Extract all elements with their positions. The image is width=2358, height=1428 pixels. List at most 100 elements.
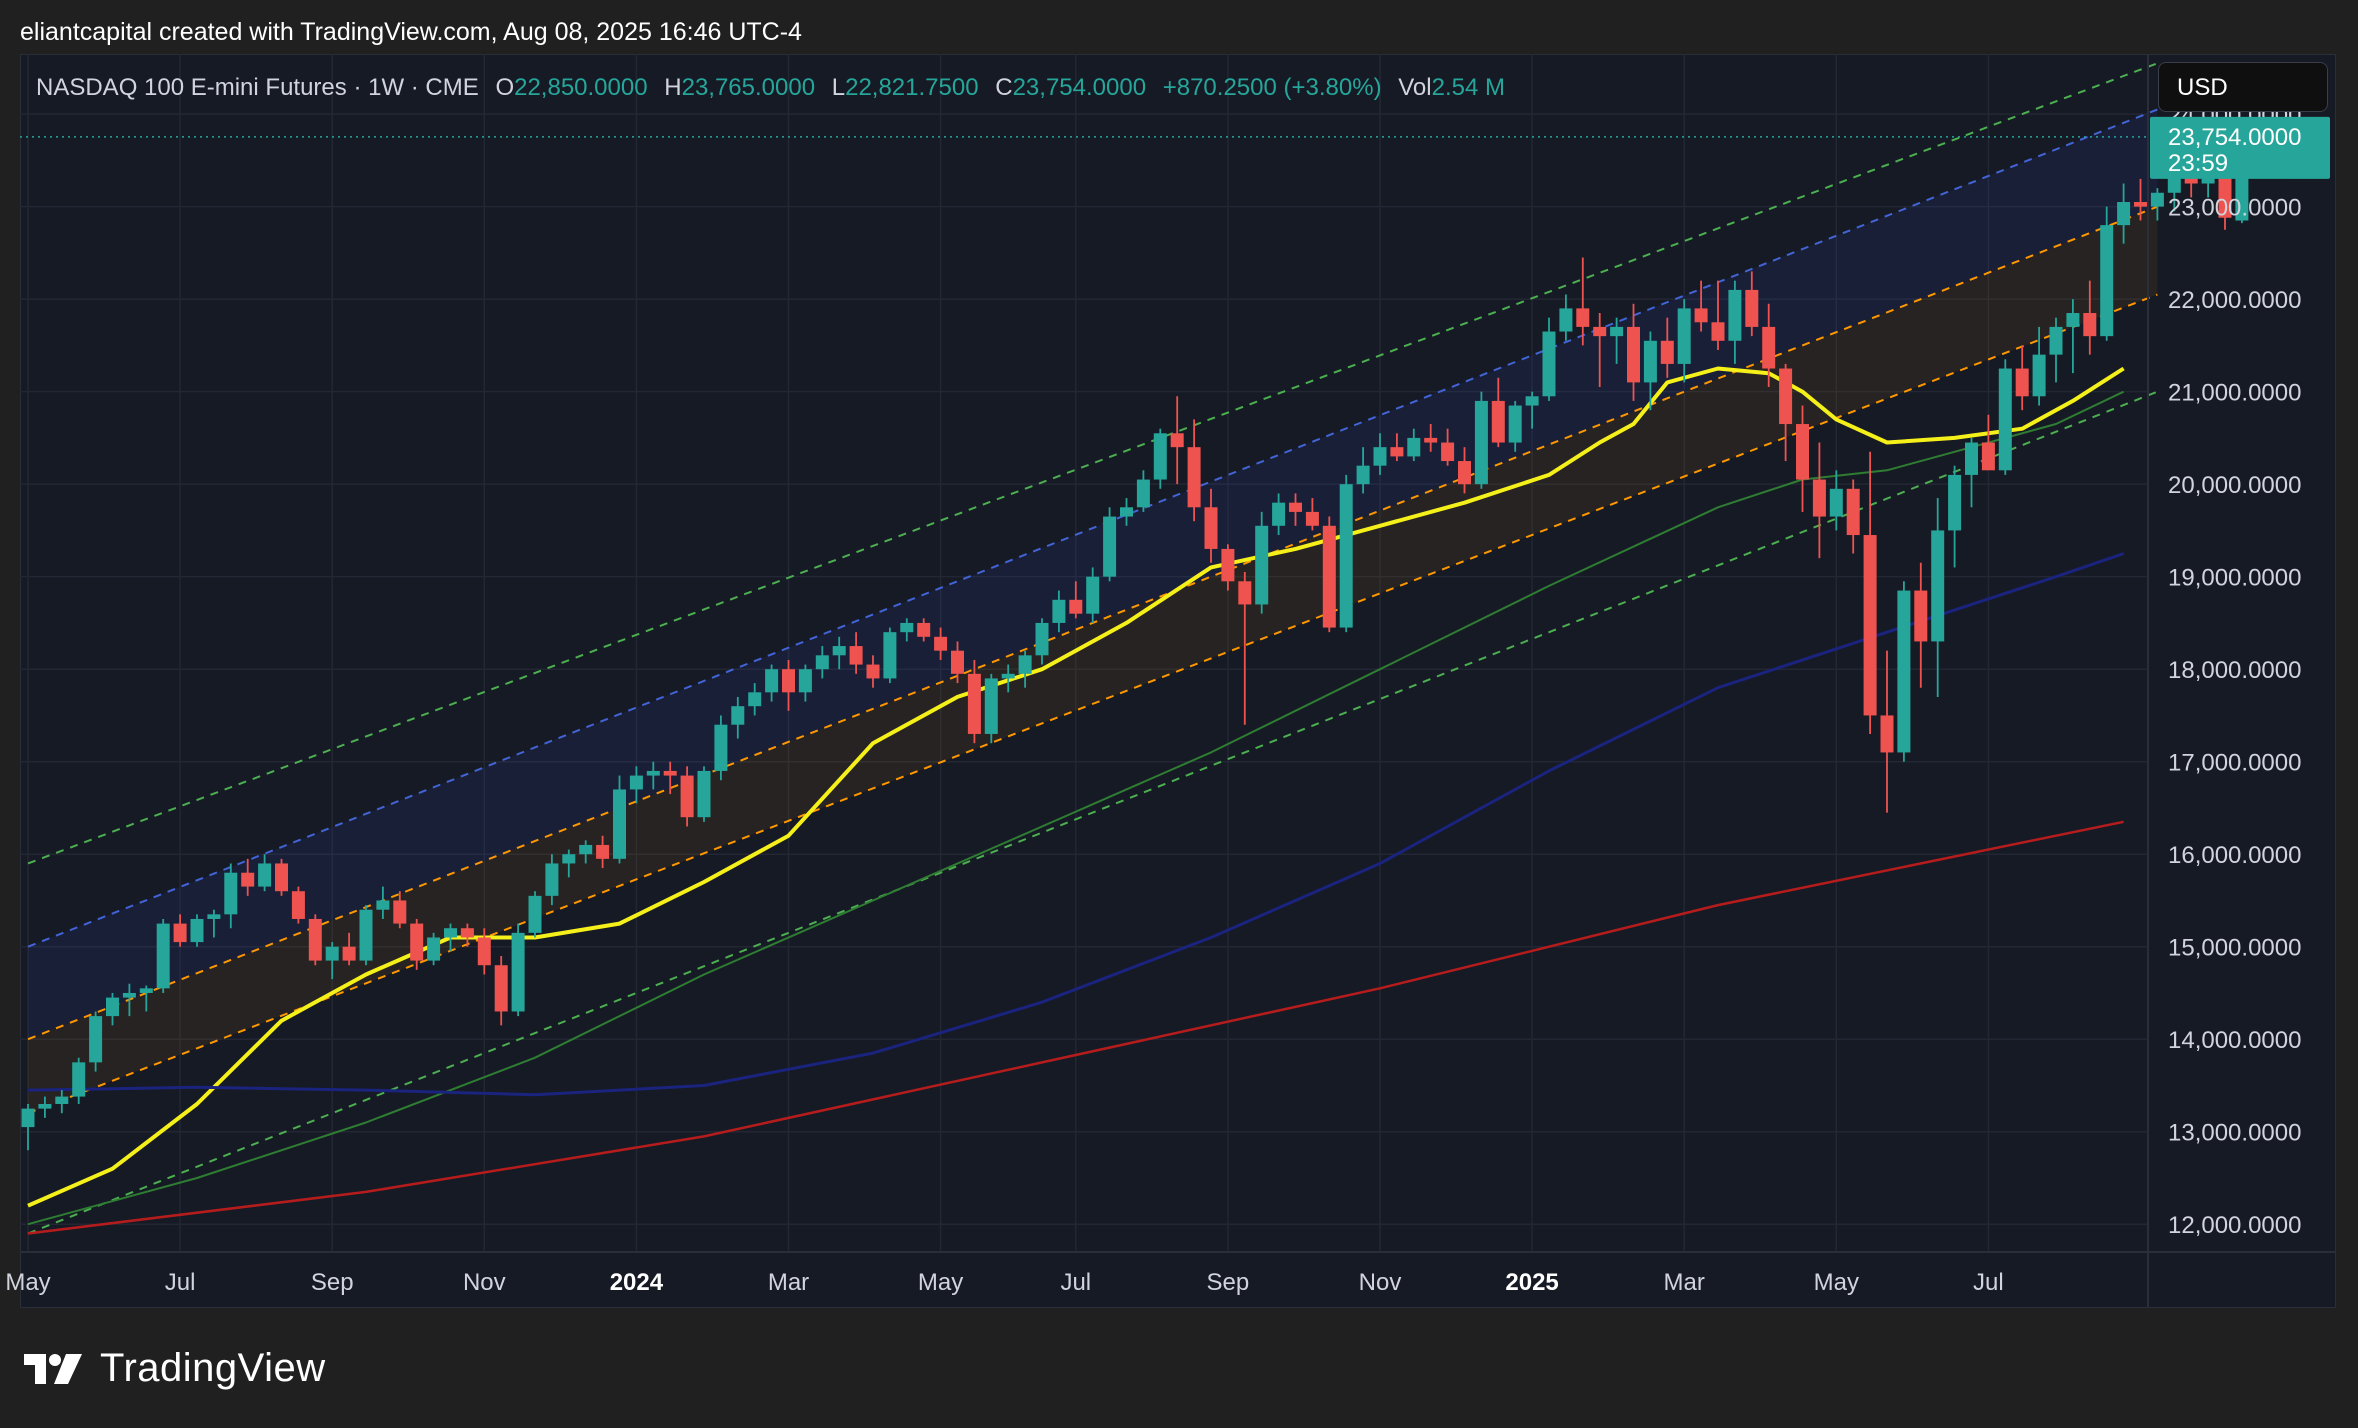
candle-body bbox=[156, 923, 170, 989]
candle-body bbox=[1001, 673, 1015, 679]
candle-body bbox=[1204, 507, 1218, 549]
channel-fill-orange bbox=[28, 206, 2158, 1114]
candle-body bbox=[2134, 202, 2147, 207]
price-tag-countdown: 23:59 bbox=[2168, 150, 2228, 177]
candle-body bbox=[951, 650, 964, 674]
candle-body bbox=[596, 844, 610, 859]
candle-body bbox=[1593, 326, 1607, 337]
candle-body bbox=[1981, 442, 1995, 471]
candle-body bbox=[1187, 447, 1201, 508]
x-tick-label: Jul bbox=[1973, 1269, 2004, 1296]
candle-body bbox=[122, 992, 136, 998]
candle-body bbox=[258, 863, 272, 887]
candle-body bbox=[680, 775, 694, 818]
candle-body bbox=[173, 923, 187, 943]
candle-body bbox=[72, 1062, 86, 1097]
y-tick-label: 19,000.0000 bbox=[2168, 565, 2301, 592]
candle-body bbox=[2100, 225, 2114, 337]
candle-body bbox=[1965, 442, 1978, 475]
candle-body bbox=[1407, 437, 1421, 457]
price-tag-value: 23,754.0000 bbox=[2168, 124, 2301, 151]
candle-body bbox=[1711, 322, 1725, 341]
y-tick-label: 16,000.0000 bbox=[2168, 842, 2301, 869]
currency-button[interactable]: USD bbox=[2158, 62, 2328, 112]
tradingview-logo-icon bbox=[24, 1353, 82, 1384]
candle-body bbox=[1424, 437, 1438, 443]
candle-body bbox=[1069, 599, 1083, 614]
candle-body bbox=[1474, 400, 1488, 485]
candle-body bbox=[1728, 289, 1742, 341]
candle-body bbox=[1390, 447, 1404, 457]
candle-body bbox=[1018, 655, 1032, 674]
chart-frame[interactable] bbox=[20, 54, 2336, 1308]
candle-body bbox=[1677, 308, 1691, 364]
channel-line-mid_upper bbox=[27, 108, 2158, 948]
candle-body bbox=[1914, 590, 1928, 642]
candle-body bbox=[1120, 507, 1133, 517]
candle-body bbox=[241, 872, 255, 887]
close-label: C bbox=[995, 74, 1013, 101]
low-value: 22,821.7500 bbox=[845, 74, 979, 101]
candle-body bbox=[1508, 405, 1522, 443]
candle-body bbox=[731, 706, 745, 725]
candle-body bbox=[934, 636, 948, 651]
candle-body bbox=[663, 770, 677, 776]
candle-body bbox=[765, 669, 779, 693]
y-tick-label: 14,000.0000 bbox=[2168, 1027, 2301, 1054]
candle-body bbox=[2066, 313, 2080, 327]
candle-body bbox=[1272, 502, 1286, 526]
candle-body bbox=[646, 770, 660, 776]
candle-body bbox=[1136, 479, 1150, 508]
tradingview-logo[interactable]: TradingView bbox=[22, 1346, 326, 1391]
y-tick-label: 17,000.0000 bbox=[2168, 750, 2301, 777]
candle-body bbox=[900, 622, 914, 633]
candle-body bbox=[1931, 530, 1945, 642]
x-tick-label: May bbox=[1814, 1269, 1859, 1296]
candle-body bbox=[342, 946, 356, 961]
x-tick-label: Mar bbox=[768, 1269, 809, 1296]
x-tick-label: Nov bbox=[1359, 1269, 1402, 1296]
symbol-title[interactable]: NASDAQ 100 E-mini Futures · 1W · CME bbox=[36, 74, 479, 101]
candle-body bbox=[1255, 525, 1269, 605]
candle-body bbox=[1762, 326, 1776, 369]
high-value: 23,765.0000 bbox=[681, 74, 816, 101]
candle-body bbox=[562, 854, 576, 864]
candle-body bbox=[545, 863, 559, 896]
candle-body bbox=[1846, 488, 1860, 536]
candle-body bbox=[782, 669, 795, 693]
candle-body bbox=[1542, 331, 1556, 397]
x-tick-label: Sep bbox=[311, 1269, 354, 1296]
candle-body bbox=[1627, 326, 1640, 383]
open-value: 22,850.0000 bbox=[514, 74, 648, 101]
candle-body bbox=[207, 914, 221, 919]
candle-body bbox=[460, 928, 474, 938]
candle-body bbox=[1745, 289, 1759, 327]
candle-body bbox=[528, 895, 542, 933]
candle-body bbox=[1610, 326, 1624, 337]
candle-body bbox=[1238, 581, 1252, 605]
candle-body bbox=[815, 655, 829, 670]
candle-body bbox=[798, 669, 812, 693]
channel-line-outer_lower bbox=[27, 390, 2158, 1235]
volume-value: 2.54 M bbox=[1431, 74, 1505, 101]
candle-body bbox=[1289, 502, 1302, 512]
x-tick-label: Sep bbox=[1207, 1269, 1250, 1296]
candle-body bbox=[2032, 354, 2046, 397]
candle-body bbox=[393, 900, 407, 924]
candle-body bbox=[1576, 308, 1590, 327]
channel-line-lower bbox=[27, 293, 2158, 1115]
candle-body bbox=[89, 1016, 103, 1063]
candle-body bbox=[1660, 340, 1674, 364]
candle-body bbox=[629, 775, 643, 790]
candle-body bbox=[1998, 368, 2012, 471]
candle-body bbox=[714, 724, 728, 771]
grid-layer bbox=[20, 54, 2148, 1252]
candle-body bbox=[1322, 525, 1336, 628]
candle-body bbox=[1948, 474, 1962, 531]
x-tick-label: 2024 bbox=[610, 1269, 664, 1296]
y-tick-label: 20,000.0000 bbox=[2168, 472, 2301, 499]
candle-body bbox=[410, 923, 424, 961]
channel-line-outer_upper bbox=[27, 62, 2158, 865]
candle-body bbox=[1441, 442, 1455, 462]
